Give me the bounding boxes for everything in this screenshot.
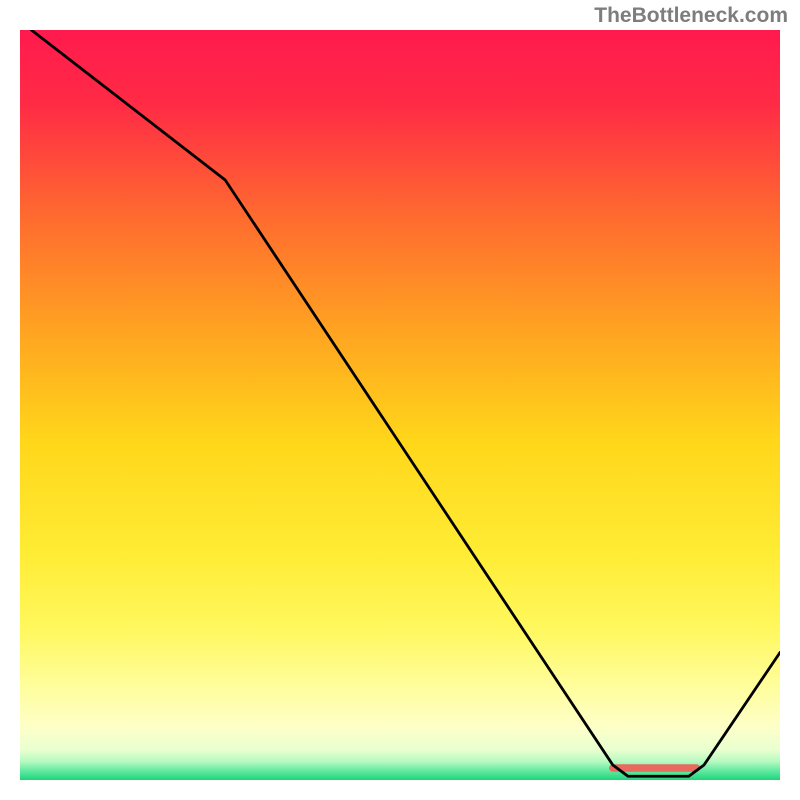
gradient-background — [20, 30, 780, 780]
bottleneck-chart — [0, 0, 800, 800]
watermark-text: TheBottleneck.com — [594, 4, 788, 28]
